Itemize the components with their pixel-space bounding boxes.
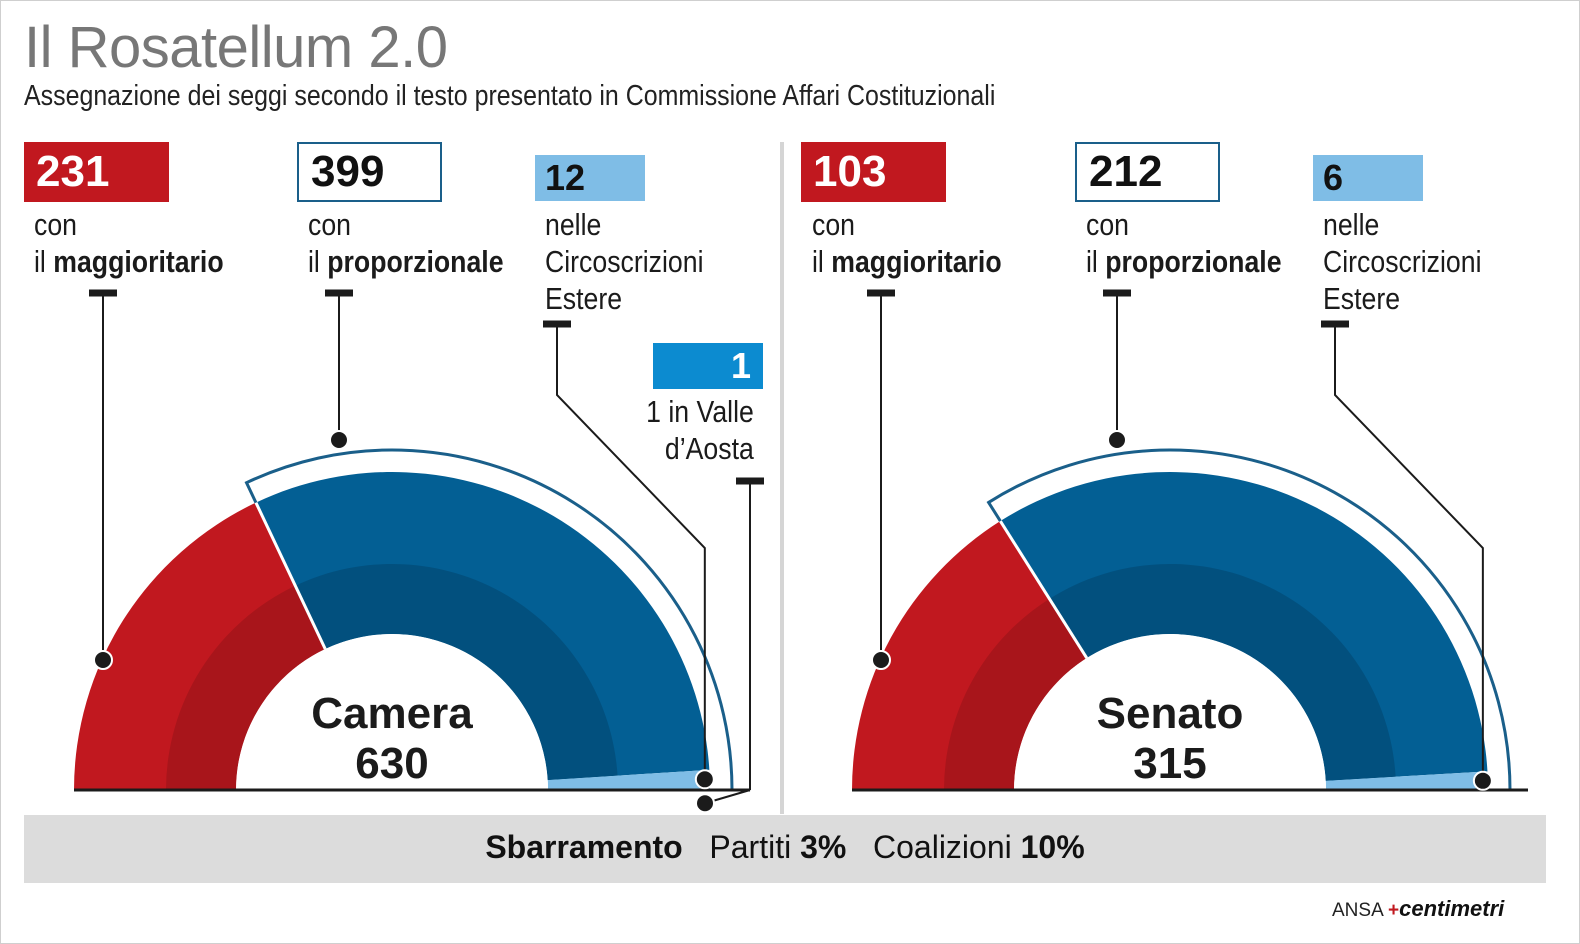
camera-maggioritario-label: con il maggioritario	[34, 206, 224, 280]
senato-estero-label: nelle Circoscrizioni Estere	[1323, 206, 1482, 317]
senato-proporzionale-badge: 212	[1075, 142, 1220, 202]
agency-name: ANSA	[1332, 900, 1383, 921]
camera-leader-dot-3	[694, 793, 715, 814]
senato-leader-line-2	[1334, 324, 1484, 781]
camera-maggioritario-badge: 231	[24, 142, 169, 202]
camera-segment-0-inner-band	[166, 585, 326, 790]
senato-proporzionale-value: 212	[1089, 147, 1163, 196]
senato-center	[1014, 634, 1326, 790]
label-article: il	[308, 244, 320, 279]
label-strong: proporzionale	[327, 244, 504, 279]
camera-leader-dot-0	[93, 650, 113, 670]
label-line: Estere	[545, 281, 623, 316]
senato-separator	[999, 520, 1089, 659]
camera-center-label: Camera	[311, 689, 473, 738]
senato-maggioritario-value: 103	[813, 147, 887, 196]
label-strong: maggioritario	[831, 244, 1002, 279]
label-line: Circoscrizioni	[1323, 244, 1482, 279]
partiti-label: Partiti	[709, 829, 792, 865]
threshold-label: Sbarramento	[485, 829, 683, 865]
senato-estero-badge: 6	[1313, 155, 1423, 201]
camera-separator	[254, 501, 327, 650]
label-prefix: con	[34, 207, 77, 242]
label-strong: maggioritario	[53, 244, 224, 279]
camera-leader-dot-1	[329, 430, 349, 450]
senato-proporzionale-outline	[986, 448, 1512, 791]
senato-maggioritario-label: con il maggioritario	[812, 206, 1002, 280]
camera-estero-badge: 12	[535, 155, 645, 201]
senato-leader-dot-2	[1472, 770, 1493, 791]
label-line: nelle	[1323, 207, 1380, 242]
label-line: Estere	[1323, 281, 1401, 316]
senato-leader-dot-1	[1107, 430, 1127, 450]
camera-estero-value: 12	[545, 157, 586, 198]
coalizioni-value: 10%	[1020, 829, 1085, 865]
senato-segment-2	[1325, 771, 1488, 790]
label-prefix: con	[812, 207, 855, 242]
label-line: nelle	[545, 207, 602, 242]
camera-total-label: 630	[355, 739, 428, 788]
camera-leader-dot-2	[694, 769, 715, 790]
camera-segment-0	[74, 502, 326, 790]
label-line: d’Aosta	[664, 431, 754, 466]
centimetri-logo-icon: +	[1387, 900, 1400, 921]
senato-total-label: 315	[1133, 739, 1206, 788]
camera-segment-2	[547, 769, 710, 790]
partiti-value: 3%	[800, 829, 847, 865]
senato-maggioritario-badge: 103	[801, 142, 946, 202]
camera-proporzionale-outline	[244, 448, 734, 791]
senato-proporzionale-label: con il proporzionale	[1086, 206, 1282, 280]
camera-valle-aosta-label: 1 in Valle d’Aosta	[636, 393, 754, 467]
label-prefix: con	[308, 207, 351, 242]
threshold-bar: Sbarramento Partiti 3% Coalizioni 10%	[24, 815, 1546, 883]
camera-segment-1-inner-band	[295, 564, 618, 781]
label-article: il	[812, 244, 824, 279]
label-line: 1 in Valle	[646, 394, 754, 429]
camera-valle-aosta-badge: 1	[653, 343, 763, 389]
credit: ANSA +centimetri	[1332, 896, 1504, 922]
senato-center-label: Senato	[1097, 689, 1244, 738]
label-strong: proporzionale	[1105, 244, 1282, 279]
label-line: Circoscrizioni	[545, 244, 704, 279]
threshold-text: Sbarramento Partiti 3% Coalizioni 10%	[24, 829, 1546, 866]
page-subtitle: Assegnazione dei seggi secondo il testo …	[24, 80, 996, 112]
senato-segment-1-inner-band	[1049, 564, 1396, 781]
camera-estero-label: nelle Circoscrizioni Estere	[545, 206, 704, 317]
camera-proporzionale-value: 399	[311, 147, 385, 196]
label-prefix: con	[1086, 207, 1129, 242]
label-article: il	[1086, 244, 1098, 279]
camera-valle-aosta-value: 1	[730, 345, 751, 386]
senato-leader-dot-0	[871, 650, 891, 670]
senato-estero-value: 6	[1323, 157, 1344, 198]
label-article: il	[34, 244, 46, 279]
camera-leader-line-2	[556, 324, 706, 780]
column-divider	[780, 142, 784, 814]
senato-segment-0-inner-band	[944, 598, 1087, 790]
brand-name: centimetri	[1399, 896, 1505, 921]
camera-maggioritario-value: 231	[36, 147, 110, 196]
page-title: Il Rosatellum 2.0	[24, 15, 448, 80]
camera-proporzionale-label: con il proporzionale	[308, 206, 504, 280]
coalizioni-label: Coalizioni	[873, 829, 1012, 865]
camera-proporzionale-badge: 399	[297, 142, 442, 202]
camera-center	[236, 634, 548, 790]
